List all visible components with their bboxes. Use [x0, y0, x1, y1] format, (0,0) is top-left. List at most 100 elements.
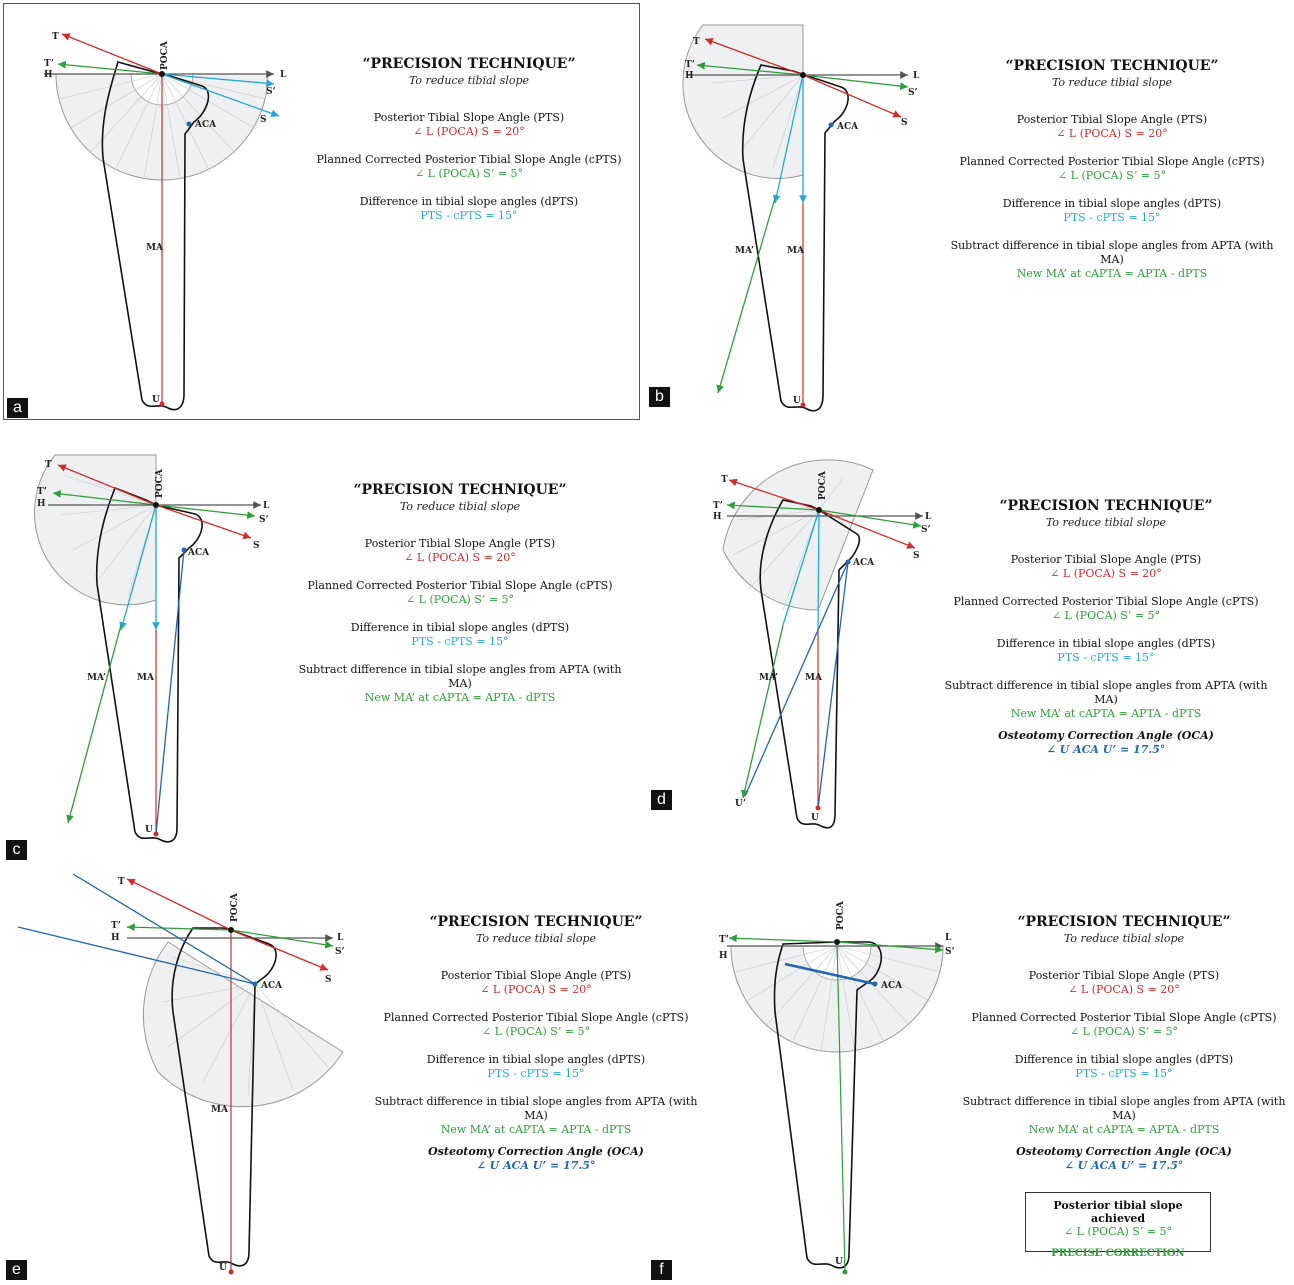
aca-point — [181, 547, 187, 553]
label-poca: POCA — [160, 40, 170, 70]
label-s-prime: S’ — [908, 88, 918, 98]
line-s-prime — [836, 941, 944, 954]
cpts-label: Planned Corrected Posterior Tibial Slope… — [971, 1011, 1277, 1024]
diagram-b: T T’ H L S’ S ACA MA’ MA U — [682, 24, 920, 412]
result-value: ∠ L (POCA) S’ = 5° — [1063, 1225, 1173, 1238]
tibia-outline — [95, 486, 203, 843]
line-t-prime — [52, 490, 157, 506]
label-s: S — [901, 118, 908, 128]
subtract-value: New MA’ at cAPTA = APTA - dPTS — [364, 691, 556, 704]
diagram-d: T T’ H POCA L S’ S ACA MA’ MA U’ U — [713, 459, 932, 829]
protractor — [34, 454, 157, 606]
text-block-b: “PRECISION TECHNIQUE” To reduce tibial s… — [947, 58, 1277, 295]
poca-point — [153, 502, 159, 508]
subtitle: To reduce tibial slope — [1051, 76, 1173, 89]
line-aca-u-prime — [17, 926, 256, 985]
label-h: H — [719, 951, 728, 961]
cpts-label: Planned Corrected Posterior Tibial Slope… — [307, 579, 613, 592]
mechanical-axis — [836, 941, 846, 1273]
line-s — [802, 74, 902, 118]
label-ma: MA — [805, 673, 823, 683]
pts-value: ∠ L (POCA) S = 20° — [1068, 983, 1180, 996]
line-s-prime — [155, 504, 256, 520]
line-ma-prime — [66, 624, 122, 824]
panel-e: T T’ H POCA L S’ S ACA MA U “PRECISION T… — [3, 862, 697, 1282]
title: “PRECISION TECHNIQUE” — [353, 482, 567, 498]
label-t: T — [52, 32, 59, 42]
label-h: H — [37, 499, 46, 509]
protractor — [722, 459, 874, 611]
line-aca-u — [817, 561, 849, 809]
dpts-value: PTS - cPTS = 15° — [1075, 1067, 1173, 1080]
label-poca: POCA — [818, 470, 828, 500]
label-u: U — [219, 1263, 227, 1273]
panel-letter-e: e — [6, 1260, 27, 1280]
line-t-prime — [728, 934, 838, 943]
text-block-c: “PRECISION TECHNIQUE” To reduce tibial s… — [295, 482, 625, 719]
poca-point — [800, 72, 806, 78]
dpts-label: Difference in tibial slope angles (dPTS) — [996, 637, 1216, 650]
cpts-label: Planned Corrected Posterior Tibial Slope… — [953, 595, 1259, 608]
aca-point — [828, 122, 834, 128]
label-t-prime: T’ — [685, 60, 695, 70]
line-aca-u — [155, 549, 185, 835]
u-point — [800, 402, 806, 408]
label-s: S — [253, 541, 260, 551]
line-t-prime — [696, 61, 804, 76]
protractor — [142, 941, 344, 1108]
label-s: S — [325, 975, 332, 985]
subtract-label: Subtract difference in tibial slope angl… — [298, 663, 622, 690]
label-l: L — [280, 70, 287, 80]
text-block-a: “PRECISION TECHNIQUE” To reduce tibial s… — [304, 56, 634, 237]
diagram-c: T T’ H POCA L S’ S ACA MA’ MA U — [34, 454, 270, 843]
oca-value: ∠ U ACA U’ = 17.5° — [1046, 743, 1166, 756]
label-u: U — [835, 1257, 843, 1267]
label-t: T — [693, 37, 700, 47]
line-cyan-ma — [119, 504, 157, 631]
subtitle: To reduce tibial slope — [408, 74, 530, 87]
u-point — [153, 831, 159, 837]
pts-label: Posterior Tibial Slope Angle (PTS) — [1016, 113, 1208, 126]
label-ma: MA — [787, 246, 805, 256]
line-t-prime — [126, 923, 232, 932]
subtract-value: New MA’ at cAPTA = APTA - dPTS — [440, 1123, 632, 1136]
subtract-label: Subtract difference in tibial slope angl… — [944, 679, 1268, 706]
label-ma: MA — [146, 243, 164, 253]
subtract-label: Subtract difference in tibial slope angl… — [374, 1095, 698, 1122]
oca-label: Osteotomy Correction Angle (OCA) — [998, 729, 1214, 742]
label-h: H — [685, 71, 694, 81]
line-s-prime — [161, 73, 275, 88]
label-l: L — [263, 501, 270, 511]
line-t-prime — [57, 60, 163, 75]
cpts-value: ∠ L (POCA) S’ = 5° — [481, 1025, 591, 1038]
label-aca: ACA — [194, 120, 217, 130]
pts-label: Posterior Tibial Slope Angle (PTS) — [1010, 553, 1202, 566]
line-s — [155, 504, 252, 540]
text-block-f: “PRECISION TECHNIQUE” To reduce tibial s… — [959, 914, 1289, 1173]
label-t: T — [118, 877, 125, 887]
line-cyan-ma — [782, 509, 820, 626]
tibia-outline — [773, 941, 883, 1269]
line-aca-u — [72, 873, 256, 985]
subtitle: To reduce tibial slope — [399, 500, 521, 513]
label-ma-prime: MA’ — [759, 673, 778, 683]
line-s-prime — [230, 929, 334, 949]
label-l: L — [337, 933, 344, 943]
panel-a: T T’ H POCA L S’ S ACA MA U “PRECISION T… — [3, 3, 640, 420]
line-t-prime — [726, 501, 820, 511]
panel-letter-f: f — [651, 1260, 672, 1280]
subtitle: To reduce tibial slope — [1045, 516, 1167, 529]
label-poca: POCA — [230, 892, 240, 922]
result-label: Posterior tibial slope achieved — [1053, 1199, 1183, 1225]
tibia-outline — [759, 499, 861, 829]
panel-b: T T’ H L S’ S ACA MA’ MA U “PRECISION TE… — [643, 3, 1288, 420]
cpts-value: ∠ L (POCA) S’ = 5° — [414, 167, 524, 180]
poca-point — [228, 927, 234, 933]
panel-letter-d: d — [651, 790, 672, 810]
dpts-value: PTS - cPTS = 15° — [1063, 211, 1161, 224]
result-box: Posterior tibial slope achieved ∠ L (POC… — [1025, 1192, 1211, 1259]
text-block-d: “PRECISION TECHNIQUE” To reduce tibial s… — [941, 498, 1271, 757]
title: “PRECISION TECHNIQUE” — [1005, 58, 1219, 74]
dpts-value: PTS - cPTS = 15° — [411, 635, 509, 648]
dpts-label: Difference in tibial slope angles (dPTS) — [350, 621, 570, 634]
